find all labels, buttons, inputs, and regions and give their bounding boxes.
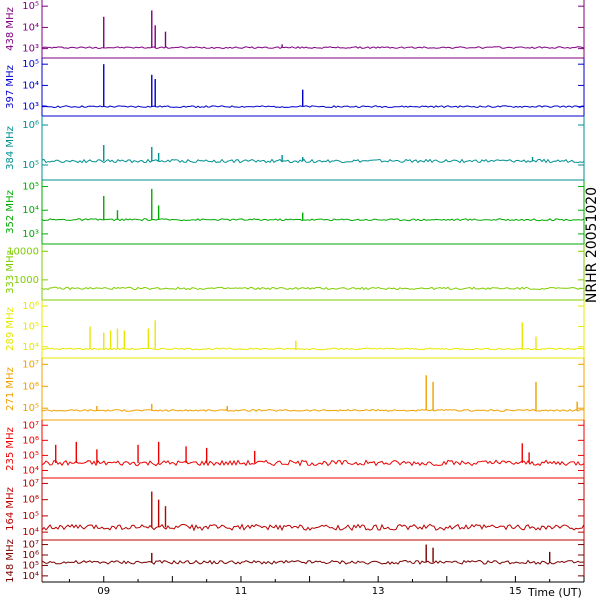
y-tick-label: 10⁴ [22, 22, 39, 33]
y-tick-label: 10⁶ [22, 435, 39, 446]
panel-2: 10⁶ 10⁵ 384 MHz [5, 116, 585, 181]
y-tick-label: 10⁴ [22, 205, 39, 216]
y-tick-label: 10⁴ [22, 465, 39, 476]
y-tick-label: 10000 [7, 246, 39, 257]
time-axis: 09 11 13 15 [42, 576, 585, 597]
y-tick-label: 10⁵ [22, 160, 39, 171]
panel-6: 10⁷ 10⁶ 10⁵ 271 MHz [5, 358, 585, 421]
panel-5: 10⁶ 10⁵ 10⁴ 289 MHz [5, 300, 585, 359]
panel-1: 10⁵ 10⁴ 10³ 397 MHz [5, 58, 585, 117]
chart-title: NRHR 20051020 [584, 187, 600, 303]
y-tick-label: 10⁶ [22, 120, 39, 131]
x-tick-label: 09 [97, 586, 110, 597]
x-axis-label: Time (UT) [527, 586, 582, 599]
channel-label: 271 MHz [5, 367, 16, 411]
channel-label: 352 MHz [5, 190, 16, 234]
y-tick-label: 10⁶ [22, 301, 39, 312]
y-tick-label: 10⁶ [22, 495, 39, 506]
series-line [41, 559, 584, 565]
y-tick-label: 10³ [22, 229, 39, 240]
y-tick-label: 10⁴ [22, 527, 39, 538]
y-tick-label: 10⁶ [22, 550, 39, 561]
y-tick-label: 10⁴ [22, 80, 39, 91]
channel-label: 148 MHz [5, 539, 16, 583]
series-line [41, 158, 585, 164]
y-tick-label: 10⁵ [22, 182, 39, 193]
y-tick-label: 10⁷ [22, 540, 39, 551]
series-line [41, 347, 585, 351]
y-tick-label: 10⁵ [22, 321, 39, 332]
y-tick-label: 10⁵ [22, 560, 39, 571]
series-line [41, 218, 585, 222]
y-tick-label: 10⁵ [22, 403, 39, 414]
y-tick-label: 10³ [22, 102, 39, 113]
panel-7: 10⁷ 10⁶ 10⁵ 10⁴ 235 MHz [5, 420, 585, 479]
x-tick-label: 15 [509, 586, 522, 597]
channel-label: 333 MHz [5, 250, 16, 294]
y-tick-label: 10⁷ [22, 359, 39, 370]
y-tick-label: 10⁵ [22, 1, 39, 12]
series-line [41, 286, 585, 291]
y-tick-label: 1000 [14, 275, 39, 286]
x-tick-label: 13 [372, 586, 385, 597]
channel-label: 397 MHz [5, 65, 16, 109]
y-tick-label: 10⁷ [22, 478, 39, 489]
channel-label: 164 MHz [5, 487, 16, 531]
y-tick-label: 10³ [22, 44, 39, 55]
y-tick-label: 10⁷ [22, 420, 39, 431]
x-tick-label: 11 [235, 586, 248, 597]
panel-0: 10⁵ 10⁴ 10³ 438 MHz [5, 0, 585, 59]
y-tick-label: 10⁴ [22, 342, 39, 353]
panel-8: 10⁷ 10⁶ 10⁵ 10⁴ 164 MHz [5, 478, 585, 541]
y-tick-label: 10⁵ [22, 59, 39, 70]
y-tick-label: 10⁶ [22, 381, 39, 392]
series-line [41, 459, 585, 467]
series-line [41, 105, 585, 109]
y-tick-label: 10⁵ [22, 511, 39, 522]
panel-3: 10⁵ 10⁴ 10³ 352 MHz [5, 180, 585, 245]
channel-label: 235 MHz [5, 427, 16, 471]
channel-label: 384 MHz [5, 126, 16, 170]
series-line [41, 46, 585, 49]
series-line [42, 408, 585, 412]
y-tick-label: 10⁵ [22, 450, 39, 461]
channel-label: 289 MHz [5, 307, 16, 351]
y-tick-label: 10⁴ [22, 571, 39, 582]
series-line [41, 523, 585, 532]
channel-label: 438 MHz [5, 7, 16, 51]
